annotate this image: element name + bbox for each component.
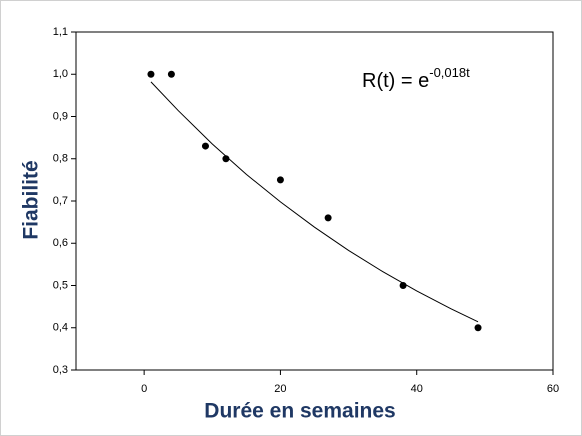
annotation-text: R(t) = e (362, 70, 429, 92)
y-tick-label: 0,5 (53, 279, 68, 291)
data-point (147, 70, 155, 78)
data-point (222, 155, 230, 163)
data-point (474, 324, 482, 332)
data-point (201, 142, 209, 150)
fit-curve (150, 81, 479, 323)
y-tick-label: 0,3 (53, 364, 68, 376)
y-tick-label: 0,4 (53, 322, 68, 334)
x-tick-label: 60 (547, 383, 559, 395)
annotation-superscript: -0,018t (429, 65, 470, 80)
x-tick-label: 0 (141, 383, 147, 395)
x-tick-label: 20 (274, 383, 286, 395)
y-tick-label: 1,1 (53, 26, 68, 38)
y-tick-label: 0,7 (53, 195, 68, 207)
data-point (324, 214, 332, 222)
data-point (276, 176, 284, 184)
y-tick-label: 0,6 (53, 237, 68, 249)
y-tick-label: 1,0 (53, 68, 68, 80)
x-tick-label: 40 (411, 383, 423, 395)
y-tick-label: 0,8 (53, 153, 68, 165)
y-tick-label: 0,9 (53, 110, 68, 122)
annotation: R(t) = e-0,018t (362, 65, 470, 92)
x-axis-title: Durée en semaines (204, 400, 395, 423)
y-axis-title: Fiabilité (20, 160, 43, 239)
data-point (167, 70, 175, 78)
